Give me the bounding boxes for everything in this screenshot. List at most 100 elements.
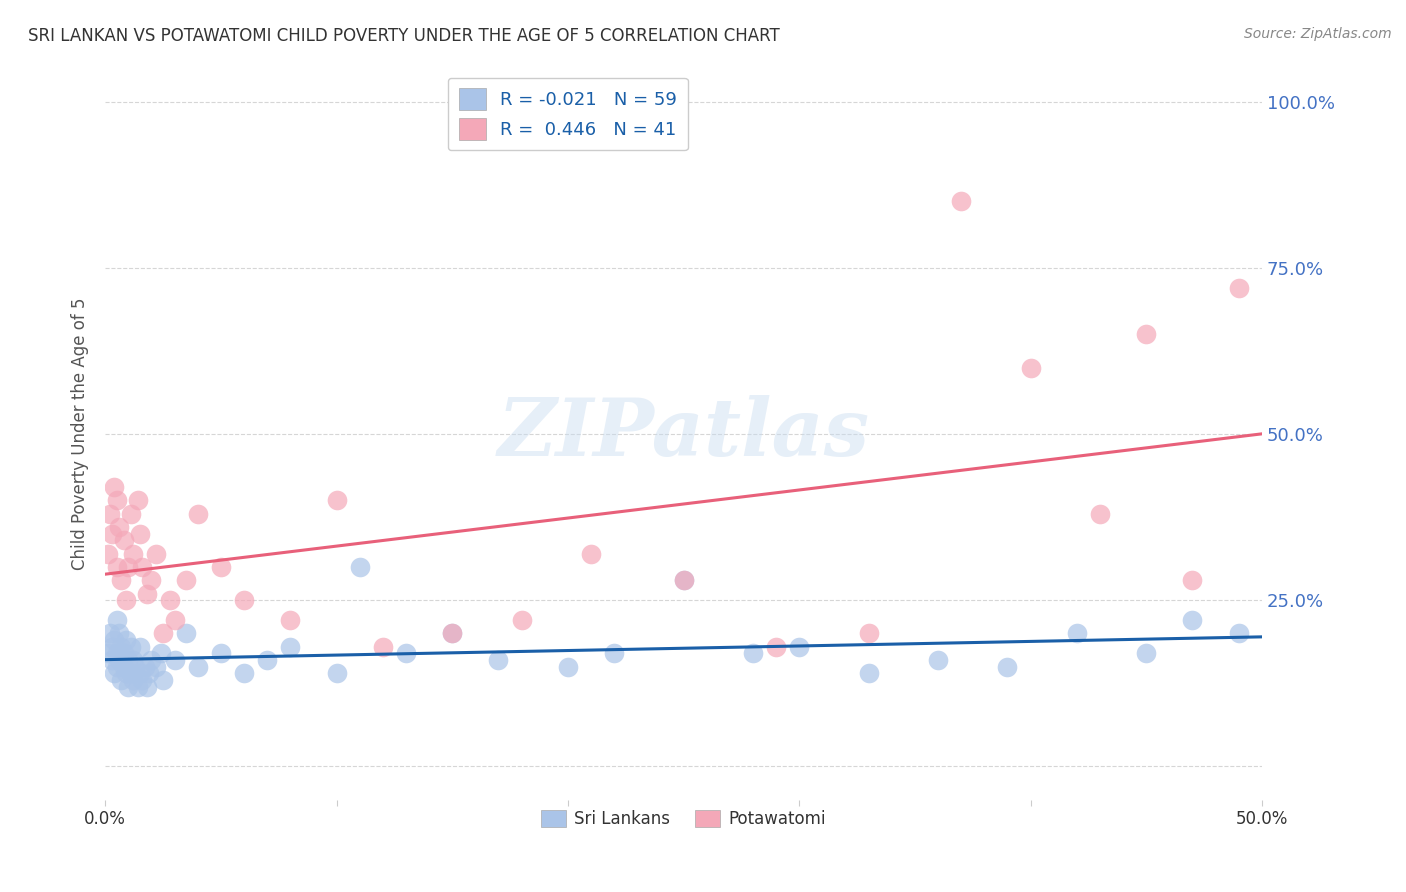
- Point: [349, 560, 371, 574]
- Point: [441, 626, 464, 640]
- Y-axis label: Child Poverty Under the Age of 5: Child Poverty Under the Age of 5: [72, 298, 89, 570]
- Point: [1181, 613, 1204, 627]
- Point: [510, 613, 533, 627]
- Point: [395, 646, 418, 660]
- Point: [1135, 646, 1157, 660]
- Point: [1019, 360, 1042, 375]
- Point: [112, 646, 135, 660]
- Point: [105, 659, 128, 673]
- Point: [110, 673, 132, 687]
- Point: [115, 666, 138, 681]
- Point: [149, 646, 172, 660]
- Point: [108, 520, 131, 534]
- Point: [120, 666, 142, 681]
- Point: [765, 640, 787, 654]
- Point: [325, 493, 347, 508]
- Point: [112, 533, 135, 548]
- Point: [124, 659, 146, 673]
- Point: [672, 573, 695, 587]
- Point: [997, 659, 1019, 673]
- Point: [129, 640, 152, 654]
- Point: [101, 640, 124, 654]
- Point: [135, 586, 157, 600]
- Point: [129, 526, 152, 541]
- Point: [159, 593, 181, 607]
- Point: [256, 653, 278, 667]
- Point: [105, 646, 128, 660]
- Point: [603, 646, 626, 660]
- Point: [187, 507, 209, 521]
- Point: [174, 626, 197, 640]
- Point: [141, 653, 163, 667]
- Point: [115, 593, 138, 607]
- Point: [101, 653, 124, 667]
- Point: [278, 613, 301, 627]
- Point: [950, 194, 973, 209]
- Point: [1088, 507, 1111, 521]
- Point: [579, 547, 602, 561]
- Point: [127, 680, 149, 694]
- Point: [120, 507, 142, 521]
- Point: [1135, 327, 1157, 342]
- Point: [134, 659, 156, 673]
- Point: [278, 640, 301, 654]
- Point: [163, 613, 186, 627]
- Point: [1181, 573, 1204, 587]
- Point: [557, 659, 579, 673]
- Point: [117, 653, 139, 667]
- Point: [163, 653, 186, 667]
- Point: [1066, 626, 1088, 640]
- Point: [138, 666, 160, 681]
- Legend: Sri Lankans, Potawatomi: Sri Lankans, Potawatomi: [534, 804, 832, 835]
- Point: [105, 613, 128, 627]
- Point: [96, 646, 118, 660]
- Text: SRI LANKAN VS POTAWATOMI CHILD POVERTY UNDER THE AGE OF 5 CORRELATION CHART: SRI LANKAN VS POTAWATOMI CHILD POVERTY U…: [28, 27, 780, 45]
- Point: [742, 646, 765, 660]
- Point: [858, 626, 880, 640]
- Point: [152, 673, 174, 687]
- Point: [117, 560, 139, 574]
- Point: [927, 653, 949, 667]
- Point: [1227, 281, 1250, 295]
- Point: [105, 560, 128, 574]
- Point: [325, 666, 347, 681]
- Point: [233, 666, 256, 681]
- Point: [135, 680, 157, 694]
- Point: [371, 640, 394, 654]
- Text: ZIPatlas: ZIPatlas: [498, 395, 870, 473]
- Point: [112, 659, 135, 673]
- Point: [152, 626, 174, 640]
- Point: [115, 633, 138, 648]
- Point: [96, 547, 118, 561]
- Point: [103, 633, 125, 648]
- Point: [488, 653, 510, 667]
- Point: [122, 547, 145, 561]
- Point: [672, 573, 695, 587]
- Point: [174, 573, 197, 587]
- Point: [101, 526, 124, 541]
- Point: [131, 560, 153, 574]
- Point: [117, 680, 139, 694]
- Point: [145, 659, 167, 673]
- Point: [122, 653, 145, 667]
- Point: [127, 493, 149, 508]
- Point: [129, 666, 152, 681]
- Point: [110, 573, 132, 587]
- Point: [858, 666, 880, 681]
- Point: [141, 573, 163, 587]
- Point: [131, 673, 153, 687]
- Text: Source: ZipAtlas.com: Source: ZipAtlas.com: [1244, 27, 1392, 41]
- Point: [122, 673, 145, 687]
- Point: [441, 626, 464, 640]
- Point: [787, 640, 810, 654]
- Point: [98, 626, 121, 640]
- Point: [145, 547, 167, 561]
- Point: [108, 653, 131, 667]
- Point: [209, 646, 232, 660]
- Point: [98, 507, 121, 521]
- Point: [103, 480, 125, 494]
- Point: [108, 626, 131, 640]
- Point: [209, 560, 232, 574]
- Point: [110, 640, 132, 654]
- Point: [103, 666, 125, 681]
